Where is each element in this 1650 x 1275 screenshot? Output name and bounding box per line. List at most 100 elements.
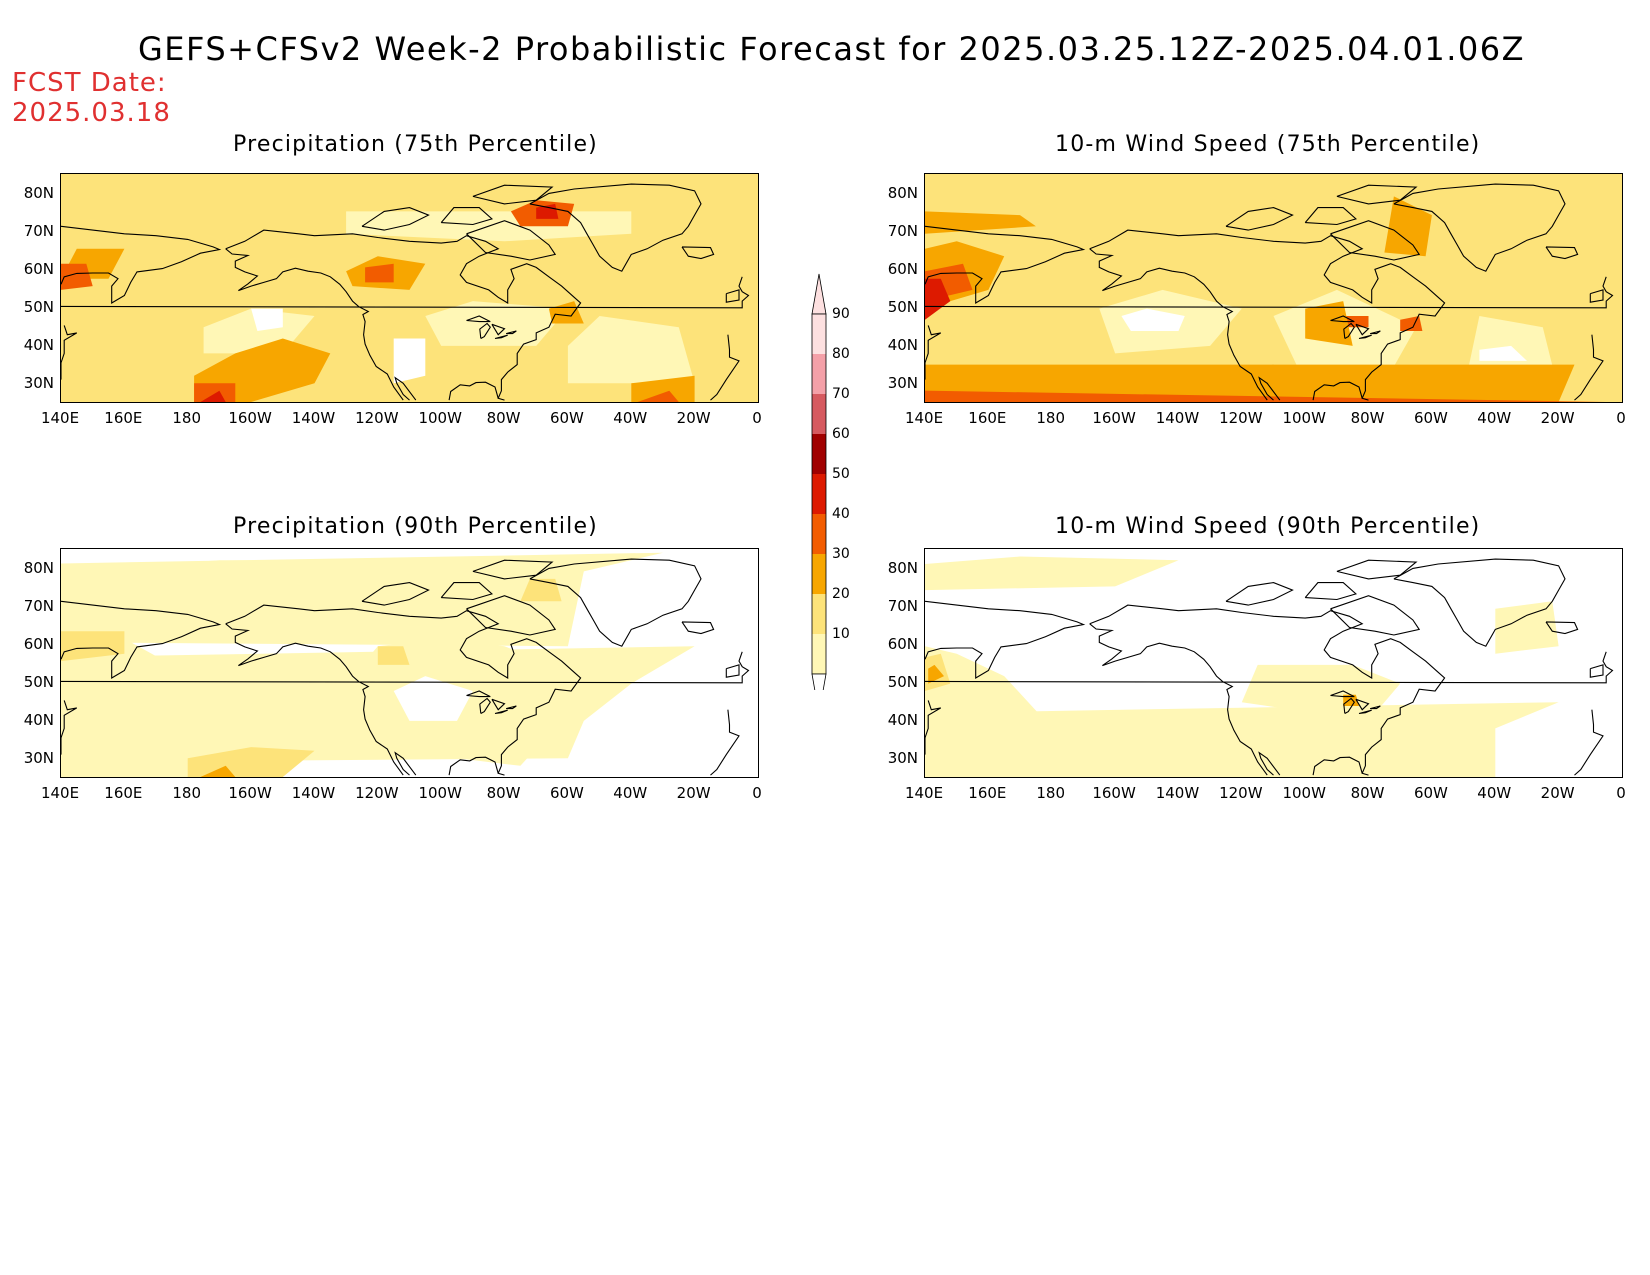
coastline xyxy=(1330,595,1421,636)
field-patch xyxy=(1121,308,1185,331)
coastline xyxy=(1304,582,1358,601)
lat-label: 80N xyxy=(23,184,54,202)
field-patch xyxy=(925,278,951,320)
coastline xyxy=(361,207,430,231)
coastline xyxy=(61,225,222,304)
lon-label: 40W xyxy=(1477,409,1512,427)
coastline xyxy=(491,323,506,336)
lon-label: 0 xyxy=(752,409,762,427)
coastline xyxy=(1589,289,1604,303)
field-patch xyxy=(61,646,695,763)
colorbar-level-label: 80 xyxy=(832,346,850,362)
coastline xyxy=(1330,315,1355,323)
lon-label: 60W xyxy=(1413,409,1448,427)
lat-label: 80N xyxy=(887,559,918,577)
lon-label: 140W xyxy=(291,409,336,427)
lon-label: 120W xyxy=(355,784,399,802)
field-patch xyxy=(631,375,695,402)
lon-label: 180 xyxy=(172,784,202,802)
field-patch xyxy=(1343,694,1359,706)
lat-label: 50N xyxy=(887,673,918,691)
coastline xyxy=(505,705,517,710)
coastline xyxy=(681,246,715,260)
lon-label: 160W xyxy=(228,784,272,802)
field-patch xyxy=(251,308,283,331)
field-patch xyxy=(61,263,93,290)
colorbar-level-label: 70 xyxy=(832,386,850,402)
lat-label: 60N xyxy=(23,260,54,278)
coastline xyxy=(1089,248,1268,401)
colorbar-level-label: 20 xyxy=(832,586,850,602)
map-svg xyxy=(61,174,758,402)
lon-label: 40W xyxy=(613,784,648,802)
lat-label: 30N xyxy=(23,749,54,767)
lon-label: 180 xyxy=(1036,784,1066,802)
lon-label: 140E xyxy=(904,409,944,427)
lat-label: 30N xyxy=(887,749,918,767)
lon-label: 140E xyxy=(40,409,80,427)
lon-label: 20W xyxy=(1540,784,1575,802)
map-svg xyxy=(925,174,1622,402)
coastline xyxy=(1330,220,1421,261)
coastline xyxy=(925,600,1086,679)
lon-label: 80W xyxy=(1350,784,1385,802)
lon-label: 140E xyxy=(904,784,944,802)
coastline xyxy=(1225,207,1294,231)
coastline xyxy=(529,183,702,272)
colorbar-level-label: 60 xyxy=(832,426,850,442)
lat-label: 50N xyxy=(23,298,54,316)
coastline xyxy=(1545,621,1579,635)
map-wind90 xyxy=(924,548,1623,778)
field-patch xyxy=(925,702,1559,777)
coastline xyxy=(494,709,508,715)
lon-label: 40W xyxy=(613,409,648,427)
lon-label: 140W xyxy=(1155,409,1200,427)
coastline xyxy=(394,376,417,401)
colorbar-level-label: 30 xyxy=(832,546,850,562)
coastline xyxy=(1336,184,1418,205)
coastline xyxy=(925,276,1614,309)
lat-label: 40N xyxy=(887,336,918,354)
field-patch xyxy=(548,301,584,324)
field-patch xyxy=(393,338,426,384)
colorbar-arrow-top xyxy=(811,273,827,315)
coastline xyxy=(529,558,702,647)
field-patch xyxy=(1495,601,1559,654)
coastline xyxy=(440,207,494,226)
coastline xyxy=(491,698,506,711)
lon-label: 60W xyxy=(549,784,584,802)
coastline xyxy=(1574,334,1604,401)
coastline xyxy=(479,322,491,339)
coastline xyxy=(710,334,740,401)
coastline xyxy=(1343,322,1355,339)
lat-label: 80N xyxy=(887,184,918,202)
coastline xyxy=(1258,751,1281,776)
lon-label: 160E xyxy=(104,409,143,427)
lon-label: 160W xyxy=(1092,784,1136,802)
forecast-date: FCST Date: 2025.03.18 xyxy=(12,68,171,128)
coastline xyxy=(1312,381,1363,401)
coastline xyxy=(710,709,740,776)
forecast-date-label: FCST Date: xyxy=(12,68,167,98)
lon-label: 40W xyxy=(1477,784,1512,802)
colorbar-swatch xyxy=(812,394,826,434)
map-precip75 xyxy=(60,173,759,403)
coastline xyxy=(440,582,494,601)
map-precip90 xyxy=(60,548,759,778)
coastline xyxy=(61,651,750,684)
lon-label: 20W xyxy=(1540,409,1575,427)
coastline xyxy=(479,697,491,714)
lat-label: 70N xyxy=(887,222,918,240)
field-patch xyxy=(200,765,236,777)
lon-label: 160E xyxy=(968,784,1007,802)
lat-label: 40N xyxy=(23,336,54,354)
lon-label: 80W xyxy=(486,409,521,427)
map-svg xyxy=(61,552,750,777)
coastline xyxy=(1336,559,1418,580)
coastline xyxy=(925,325,942,380)
coastline xyxy=(225,604,582,776)
colorbar-arrow-bottom xyxy=(811,673,827,690)
lon-label: 160E xyxy=(968,409,1007,427)
panel-title-precip90: Precipitation (90th Percentile) xyxy=(233,514,598,539)
field-patch xyxy=(928,664,944,684)
